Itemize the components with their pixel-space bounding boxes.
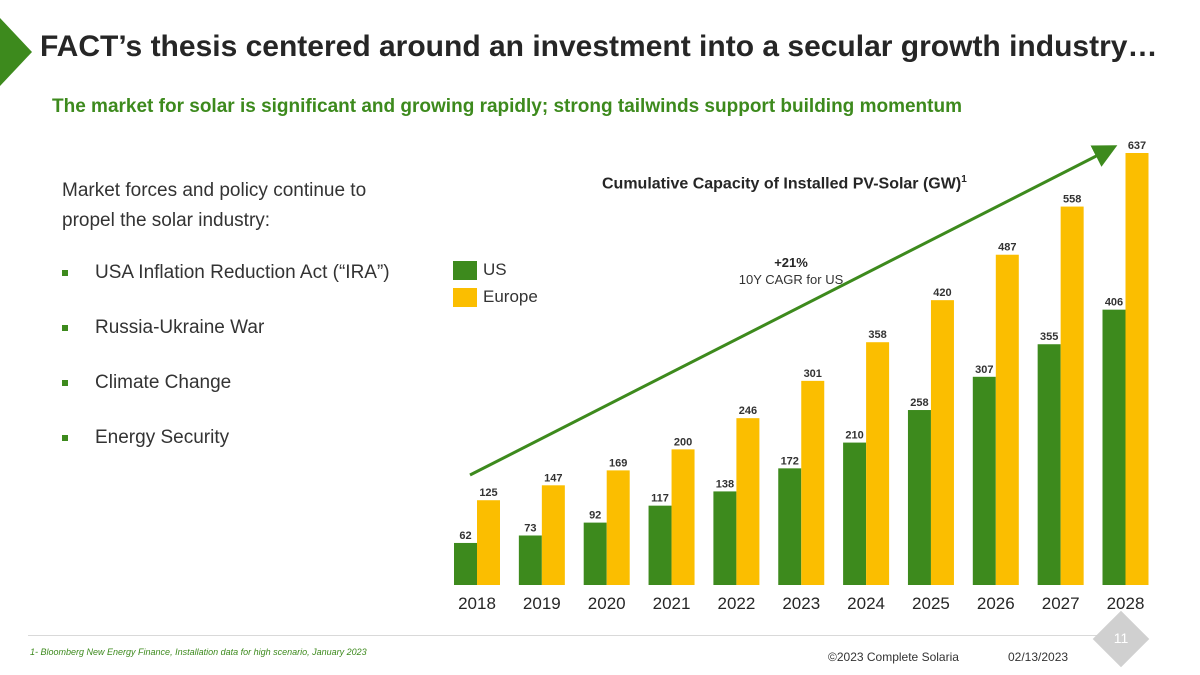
bar-europe-2027 bbox=[1060, 206, 1084, 585]
cagr-value: +21% bbox=[774, 255, 808, 270]
list-item: Energy Security bbox=[62, 425, 432, 480]
data-label-us-2028: 406 bbox=[1105, 297, 1123, 309]
bar-us-2019 bbox=[518, 535, 542, 585]
legend-label-europe: Europe bbox=[483, 287, 538, 306]
data-label-europe-2027: 558 bbox=[1063, 194, 1081, 206]
bar-us-2025 bbox=[907, 410, 931, 585]
data-label-us-2023: 172 bbox=[781, 455, 799, 467]
bar-us-2020 bbox=[583, 522, 607, 585]
data-label-europe-2025: 420 bbox=[933, 287, 951, 299]
source-footnote: 1- Bloomberg New Energy Finance, Install… bbox=[30, 647, 367, 657]
x-tick-label-2021: 2021 bbox=[653, 594, 691, 613]
bar-us-2018 bbox=[454, 542, 477, 585]
data-label-europe-2021: 200 bbox=[674, 436, 692, 448]
list-item: Russia-Ukraine War bbox=[62, 315, 432, 370]
bar-europe-2019 bbox=[541, 485, 565, 585]
x-tick-label-2027: 2027 bbox=[1042, 594, 1080, 613]
data-label-us-2021: 117 bbox=[651, 493, 669, 505]
bar-europe-2024 bbox=[866, 342, 890, 585]
bar-us-2023 bbox=[778, 468, 802, 585]
data-label-europe-2026: 487 bbox=[998, 242, 1016, 254]
data-label-us-2027: 355 bbox=[1040, 331, 1058, 343]
data-label-us-2026: 307 bbox=[975, 364, 993, 376]
x-tick-label-2025: 2025 bbox=[912, 594, 950, 613]
bar-us-2027 bbox=[1037, 344, 1061, 585]
bar-europe-2025 bbox=[930, 300, 954, 585]
footer-divider bbox=[28, 635, 1100, 636]
page-subtitle: The market for solar is significant and … bbox=[52, 96, 962, 117]
data-label-us-2020: 92 bbox=[589, 510, 601, 522]
list-item: USA Inflation Reduction Act (“IRA”) bbox=[62, 260, 432, 315]
data-label-us-2019: 73 bbox=[524, 522, 536, 534]
chart-legend: US Europe bbox=[453, 257, 538, 311]
data-label-us-2022: 138 bbox=[716, 478, 734, 490]
page-title: FACT’s thesis centered around an investm… bbox=[40, 30, 1158, 63]
legend-swatch-us bbox=[453, 260, 477, 280]
legend-item-europe: Europe bbox=[453, 284, 538, 310]
chart-title-text: Cumulative Capacity of Installed PV-Sola… bbox=[602, 175, 962, 193]
legend-label-us: US bbox=[483, 260, 507, 279]
slide-date: 02/13/2023 bbox=[1008, 650, 1069, 664]
data-label-us-2025: 258 bbox=[910, 397, 928, 409]
bar-europe-2023 bbox=[801, 380, 825, 585]
bar-europe-2018 bbox=[477, 500, 500, 585]
list-item: Climate Change bbox=[62, 370, 432, 425]
data-label-europe-2020: 169 bbox=[609, 457, 627, 469]
data-label-europe-2019: 147 bbox=[544, 472, 562, 484]
x-tick-label-2028: 2028 bbox=[1107, 594, 1145, 613]
x-tick-label-2026: 2026 bbox=[977, 594, 1015, 613]
bar-europe-2021 bbox=[671, 449, 695, 585]
bar-us-2026 bbox=[972, 376, 996, 585]
data-label-europe-2023: 301 bbox=[804, 368, 822, 380]
x-tick-label-2024: 2024 bbox=[847, 594, 885, 613]
x-tick-label-2023: 2023 bbox=[782, 594, 820, 613]
legend-swatch-europe bbox=[453, 287, 477, 307]
copyright: ©2023 Complete Solaria bbox=[828, 650, 959, 664]
x-tick-label-2022: 2022 bbox=[717, 594, 755, 613]
bar-us-2021 bbox=[648, 505, 672, 585]
data-label-us-2024: 210 bbox=[845, 430, 863, 442]
chart-title: Cumulative Capacity of Installed PV-Sola… bbox=[602, 174, 967, 193]
intro-line-2: propel the solar industry: bbox=[62, 210, 271, 231]
page-number: 11 bbox=[1113, 630, 1129, 646]
corner-accent bbox=[0, 18, 32, 86]
data-label-europe-2018: 125 bbox=[479, 487, 497, 499]
x-tick-label-2019: 2019 bbox=[523, 594, 561, 613]
bar-europe-2020 bbox=[606, 470, 630, 585]
x-tick-label-2018: 2018 bbox=[458, 594, 496, 613]
bar-us-2028 bbox=[1102, 309, 1126, 585]
cagr-label: 10Y CAGR for US bbox=[739, 272, 844, 287]
bar-us-2024 bbox=[843, 442, 867, 585]
cagr-trend-arrow bbox=[469, 145, 1118, 477]
bar-europe-2026 bbox=[995, 254, 1019, 585]
driver-list: USA Inflation Reduction Act (“IRA”) Russ… bbox=[62, 260, 432, 480]
bar-europe-2028 bbox=[1125, 153, 1149, 585]
bar-us-2022 bbox=[713, 491, 737, 585]
intro-line-1: Market forces and policy continue to bbox=[62, 180, 367, 201]
data-label-europe-2028: 637 bbox=[1128, 140, 1146, 152]
market-forces-panel: Market forces and policy continue to pro… bbox=[62, 176, 432, 480]
data-label-us-2018: 62 bbox=[459, 530, 471, 542]
bar-europe-2022 bbox=[736, 418, 760, 585]
x-tick-label-2020: 2020 bbox=[588, 594, 626, 613]
chart-title-footnote-mark: 1 bbox=[961, 174, 967, 185]
intro-text: Market forces and policy continue to pro… bbox=[62, 176, 432, 236]
data-label-europe-2022: 246 bbox=[739, 405, 757, 417]
legend-item-us: US bbox=[453, 257, 538, 283]
data-label-europe-2024: 358 bbox=[868, 329, 886, 341]
